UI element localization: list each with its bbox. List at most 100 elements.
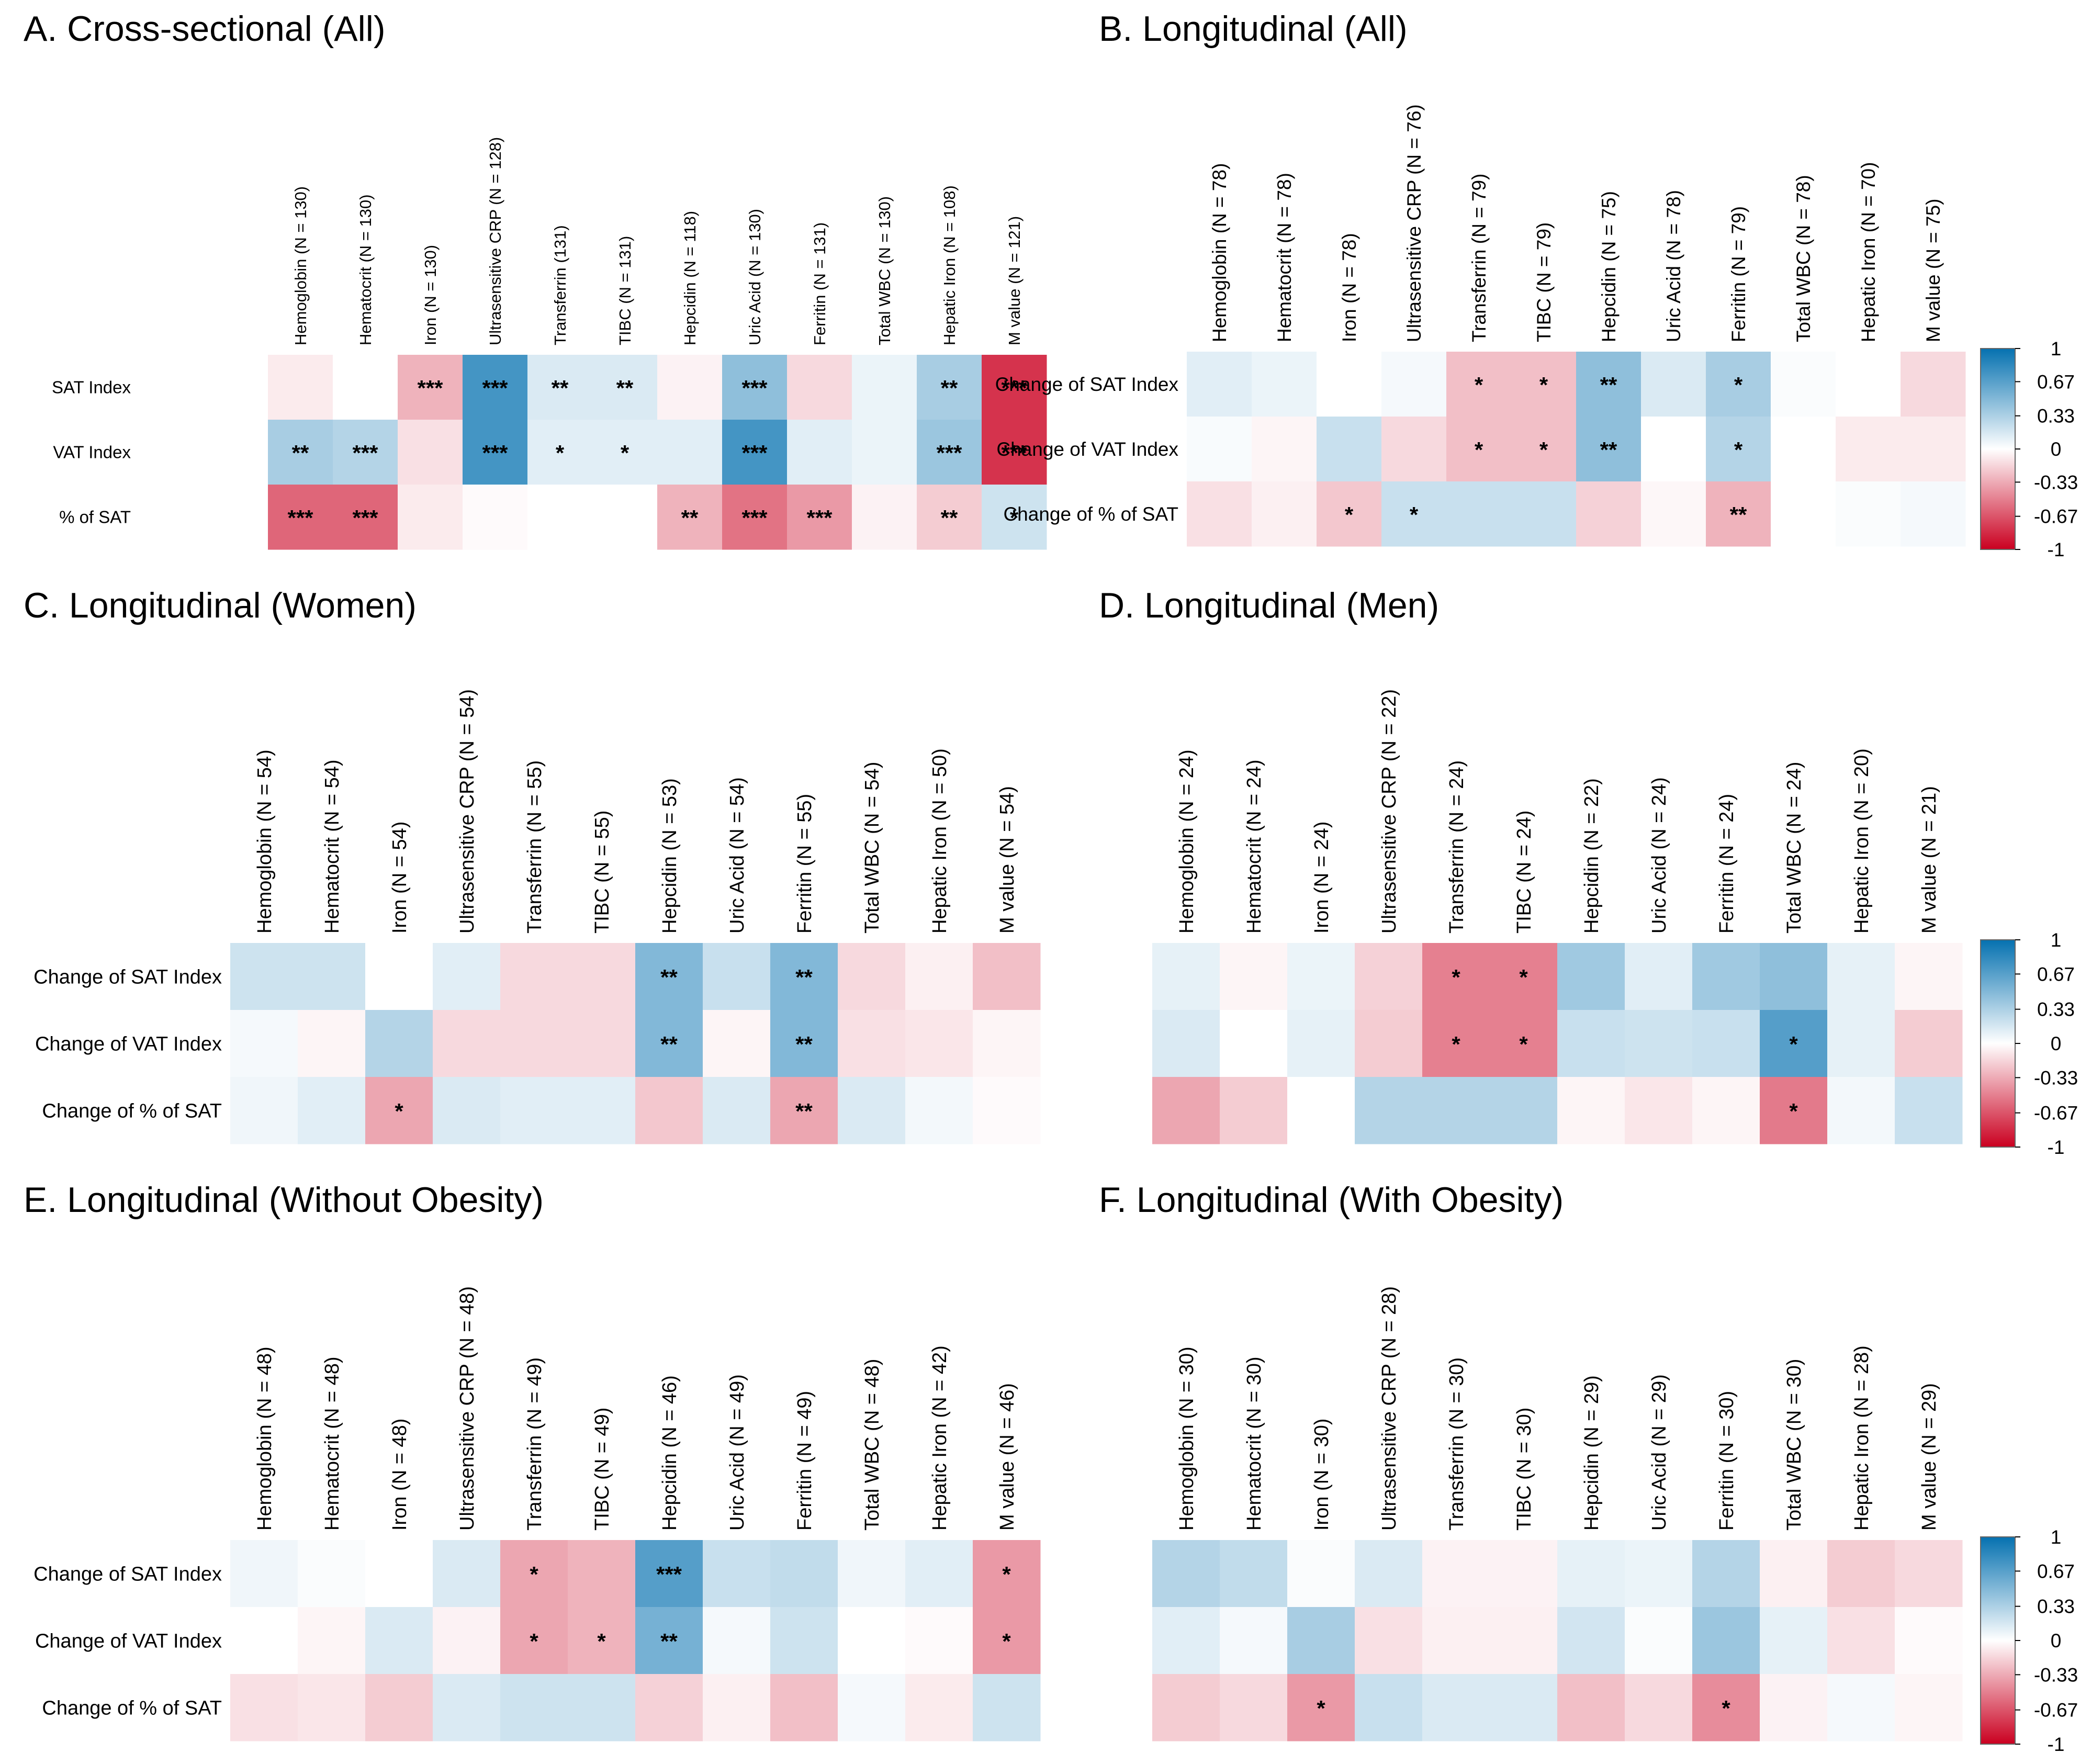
significance-label: *** [936, 441, 962, 465]
column-label: Iron (N = 54) [389, 822, 411, 934]
heatmap-cell [230, 1540, 298, 1608]
heatmap-cell [1836, 352, 1901, 417]
heatmap-cell [982, 420, 1047, 485]
heatmap-cell [433, 1010, 501, 1077]
column-label: Transferrin (N = 49) [524, 1357, 546, 1531]
significance-label: ** [292, 441, 309, 465]
heatmap-cell [1220, 1010, 1288, 1077]
heatmap-cell [917, 485, 982, 550]
heatmap-cell [268, 355, 333, 420]
significance-label: ** [941, 376, 958, 400]
column-label: Uric Acid (N = 78) [1663, 190, 1684, 342]
significance-label: ** [1600, 437, 1617, 462]
colorbar-tick-label: -1 [2048, 1734, 2065, 1755]
heatmap-cell [1355, 1010, 1423, 1077]
heatmap-cell [852, 420, 917, 485]
colorbar-tick-label: 0.67 [2037, 371, 2075, 392]
heatmap-cell [1152, 1077, 1220, 1144]
column-label: Ferritin (N = 24) [1716, 794, 1738, 934]
significance-label: ** [795, 1032, 813, 1057]
heatmap-cell [1490, 1010, 1558, 1077]
significance-label: * [1010, 505, 1019, 530]
heatmap-cell [973, 1674, 1041, 1741]
significance-label: *** [741, 505, 768, 530]
heatmap-cell [1220, 943, 1288, 1010]
colorbar-tick-label: -0.67 [2034, 1700, 2078, 1721]
column-label: Hepcidin (N = 29) [1581, 1375, 1603, 1531]
heatmap-cell [1381, 352, 1447, 417]
heatmap-cell [1557, 1010, 1625, 1077]
heatmap-cell [1422, 943, 1490, 1010]
column-label: Transferrin (N = 79) [1468, 174, 1490, 342]
heatmap-cell [770, 1674, 838, 1741]
column-label: Ultrasensitive CRP (N = 76) [1403, 104, 1425, 342]
significance-label: ** [660, 965, 678, 990]
column-label: Transferrin (N = 30) [1446, 1357, 1468, 1531]
heatmap-cell [838, 1607, 906, 1675]
column-label: Iron (N = 24) [1311, 822, 1333, 934]
heatmap-panel-c: C. Longitudinal (Women)** **** *** **Change… [24, 586, 1041, 1144]
significance-label: ** [795, 965, 813, 990]
heatmap-cell [917, 420, 982, 485]
heatmap-cell [1317, 417, 1382, 482]
heatmap-cell [298, 1077, 366, 1144]
significance-label: * [1475, 373, 1483, 397]
heatmap-cell [333, 420, 398, 485]
colorbar-tick-label: 0.33 [2037, 1596, 2075, 1617]
column-label: Hemoglobin (N = 54) [254, 749, 276, 934]
heatmap-cell [1827, 1010, 1895, 1077]
colorbar-tick-label: -0.33 [2034, 1067, 2078, 1088]
significance-label: * [1722, 1696, 1730, 1721]
significance-label: * [530, 1562, 538, 1587]
significance-label: * [1410, 502, 1419, 527]
heatmap-cell [230, 1077, 298, 1144]
heatmap-panel-a: A. Cross-sectional (All)*** *** ** ** *** ** *… [24, 9, 1047, 550]
heatmap-cell [1641, 481, 1706, 547]
colorbar-tick-label: 0.67 [2037, 1560, 2075, 1582]
column-label: Hepcidin (N = 75) [1598, 191, 1620, 342]
heatmap-cell [1895, 1674, 1963, 1741]
heatmap-cell [365, 1607, 433, 1675]
heatmap-cell [500, 1077, 568, 1144]
heatmap-cell [703, 1607, 771, 1675]
colorbar-tick-label: -1 [2048, 539, 2065, 560]
heatmap-cell [398, 420, 463, 485]
heatmap-cell [917, 355, 982, 420]
heatmap-cell [973, 1010, 1041, 1077]
heatmap-cell [1576, 352, 1641, 417]
heatmap-cell [1355, 1540, 1423, 1608]
heatmap-cell [1625, 1077, 1693, 1144]
heatmap-cell [433, 1077, 501, 1144]
column-label: Hepatic Iron (N = 28) [1851, 1345, 1873, 1531]
heatmap-cell [298, 1674, 366, 1741]
colorbar-tick-label: 0.67 [2037, 963, 2075, 985]
column-label: Hemoglobin (N = 48) [254, 1346, 276, 1531]
heatmap-cell [1706, 352, 1771, 417]
heatmap-cell [527, 420, 593, 485]
row-label: Change of VAT Index [35, 1033, 222, 1055]
heatmap-cell [463, 420, 528, 485]
column-label: Transferrin (N = 55) [524, 760, 546, 934]
heatmap-cell [838, 1674, 906, 1741]
column-label: M value (N = 21) [1918, 786, 1940, 934]
heatmap-cell [230, 1607, 298, 1675]
heatmap-cell [230, 1010, 298, 1077]
heatmap-cell [1287, 943, 1355, 1010]
heatmap-cell [1287, 1077, 1355, 1144]
significance-label: *** [287, 505, 313, 530]
column-label: Hemoglobin (N = 24) [1176, 749, 1198, 934]
colorbar-tick-label: 0 [2051, 439, 2062, 460]
colorbar-tick-label: -0.33 [2034, 471, 2078, 493]
column-label: Ferritin (N = 30) [1716, 1391, 1738, 1531]
heatmap-cell [1760, 1010, 1828, 1077]
heatmap-cell [905, 1607, 973, 1675]
heatmap-cell [852, 485, 917, 550]
heatmap-cell [1895, 1010, 1963, 1077]
heatmap-cell [973, 943, 1041, 1010]
heatmap-cell [1252, 481, 1317, 547]
heatmap-cell [703, 943, 771, 1010]
panel-title: D. Longitudinal (Men) [1099, 586, 1439, 625]
heatmap-cell [1692, 1010, 1760, 1077]
heatmap-cell [1836, 417, 1901, 482]
colorbar-tick-label: -0.67 [2034, 506, 2078, 527]
